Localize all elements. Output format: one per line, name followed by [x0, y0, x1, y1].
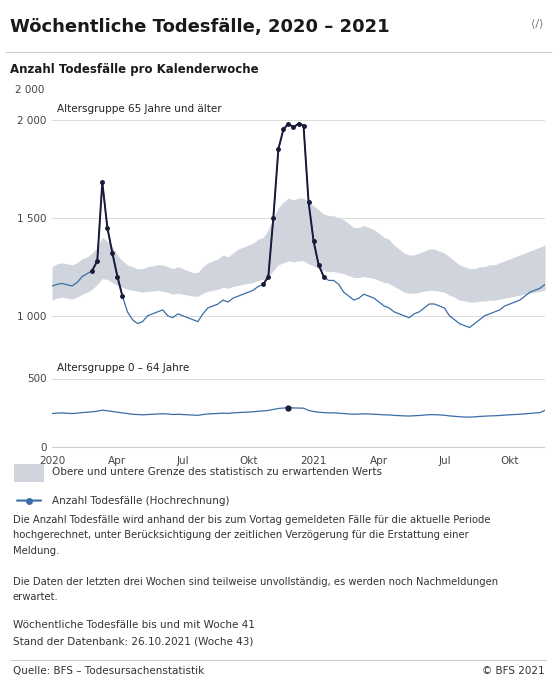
- Text: 2 000: 2 000: [15, 85, 45, 95]
- Text: Wöchentliche Todesfälle bis und mit Woche 41: Wöchentliche Todesfälle bis und mit Woch…: [13, 620, 255, 630]
- Text: ⟨/⟩: ⟨/⟩: [531, 18, 543, 28]
- Text: Obere und untere Grenze des statistisch zu erwartenden Werts: Obere und untere Grenze des statistisch …: [52, 467, 382, 477]
- Text: erwartet.: erwartet.: [13, 592, 58, 602]
- Text: Anzahl Todesfälle pro Kalenderwoche: Anzahl Todesfälle pro Kalenderwoche: [10, 63, 258, 76]
- Text: hochgerechnet, unter Berücksichtigung der zeitlichen Verzögerung für die Erstatt: hochgerechnet, unter Berücksichtigung de…: [13, 530, 468, 541]
- Text: Anzahl Todesfälle (Hochrechnung): Anzahl Todesfälle (Hochrechnung): [52, 495, 229, 506]
- Text: Altersgruppe 65 Jahre und älter: Altersgruppe 65 Jahre und älter: [57, 104, 222, 114]
- Text: Meldung.: Meldung.: [13, 546, 59, 556]
- Text: Die Daten der letzten drei Wochen sind teilweise unvollständig, es werden noch N: Die Daten der letzten drei Wochen sind t…: [13, 577, 498, 587]
- Text: Stand der Datenbank: 26.10.2021 (Woche 43): Stand der Datenbank: 26.10.2021 (Woche 4…: [13, 637, 253, 646]
- Text: Altersgruppe 0 – 64 Jahre: Altersgruppe 0 – 64 Jahre: [57, 363, 189, 373]
- Text: © BFS 2021: © BFS 2021: [482, 666, 544, 676]
- Text: Die Anzahl Todesfälle wird anhand der bis zum Vortag gemeldeten Fälle für die ak: Die Anzahl Todesfälle wird anhand der bi…: [13, 515, 490, 525]
- Text: Wöchentliche Todesfälle, 2020 – 2021: Wöchentliche Todesfälle, 2020 – 2021: [10, 18, 390, 36]
- Text: Quelle: BFS – Todesursachenstatistik: Quelle: BFS – Todesursachenstatistik: [13, 666, 204, 676]
- Bar: [14, 464, 44, 482]
